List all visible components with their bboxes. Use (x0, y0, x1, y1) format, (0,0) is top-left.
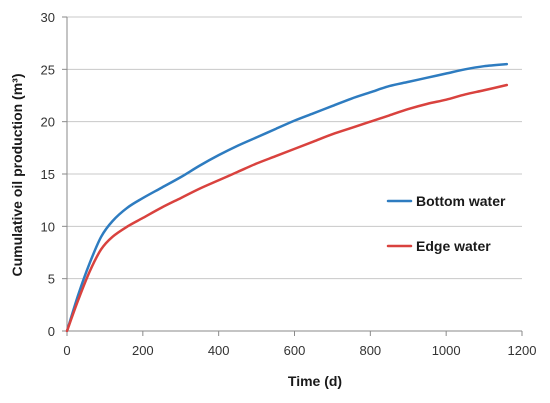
x-tick-label: 0 (63, 343, 70, 358)
y-tick-label: 5 (48, 272, 55, 287)
y-tick-label: 30 (41, 10, 55, 25)
series-line-bottom-water (65, 62, 509, 333)
y-tick-label: 25 (41, 62, 55, 77)
axes (62, 16, 523, 336)
x-tick-label: 1000 (432, 343, 461, 358)
legend-label-edge-water: Edge water (416, 238, 491, 254)
x-tick-label: 800 (359, 343, 381, 358)
y-tick-label: 15 (41, 167, 55, 182)
x-tick-label: 400 (208, 343, 230, 358)
y-tick-label: 20 (41, 115, 55, 130)
y-tick-label: 0 (48, 324, 55, 339)
legend: Bottom water Edge water (386, 193, 506, 254)
tick-labels: 0 5 10 15 20 25 30 0 200 400 600 800 1000 1200 (41, 10, 537, 358)
grid-lines (67, 16, 522, 280)
y-tick-label: 10 (41, 219, 55, 234)
series-line-edge-water (65, 83, 509, 333)
series-lines (65, 62, 509, 333)
legend-label-bottom-water: Bottom water (416, 193, 506, 209)
y-axis-title: Cumulative oil production (m³) (9, 74, 25, 277)
x-tick-label: 200 (132, 343, 154, 358)
x-axis-title: Time (d) (288, 373, 342, 389)
x-tick-label: 1200 (508, 343, 537, 358)
x-tick-label: 600 (284, 343, 306, 358)
